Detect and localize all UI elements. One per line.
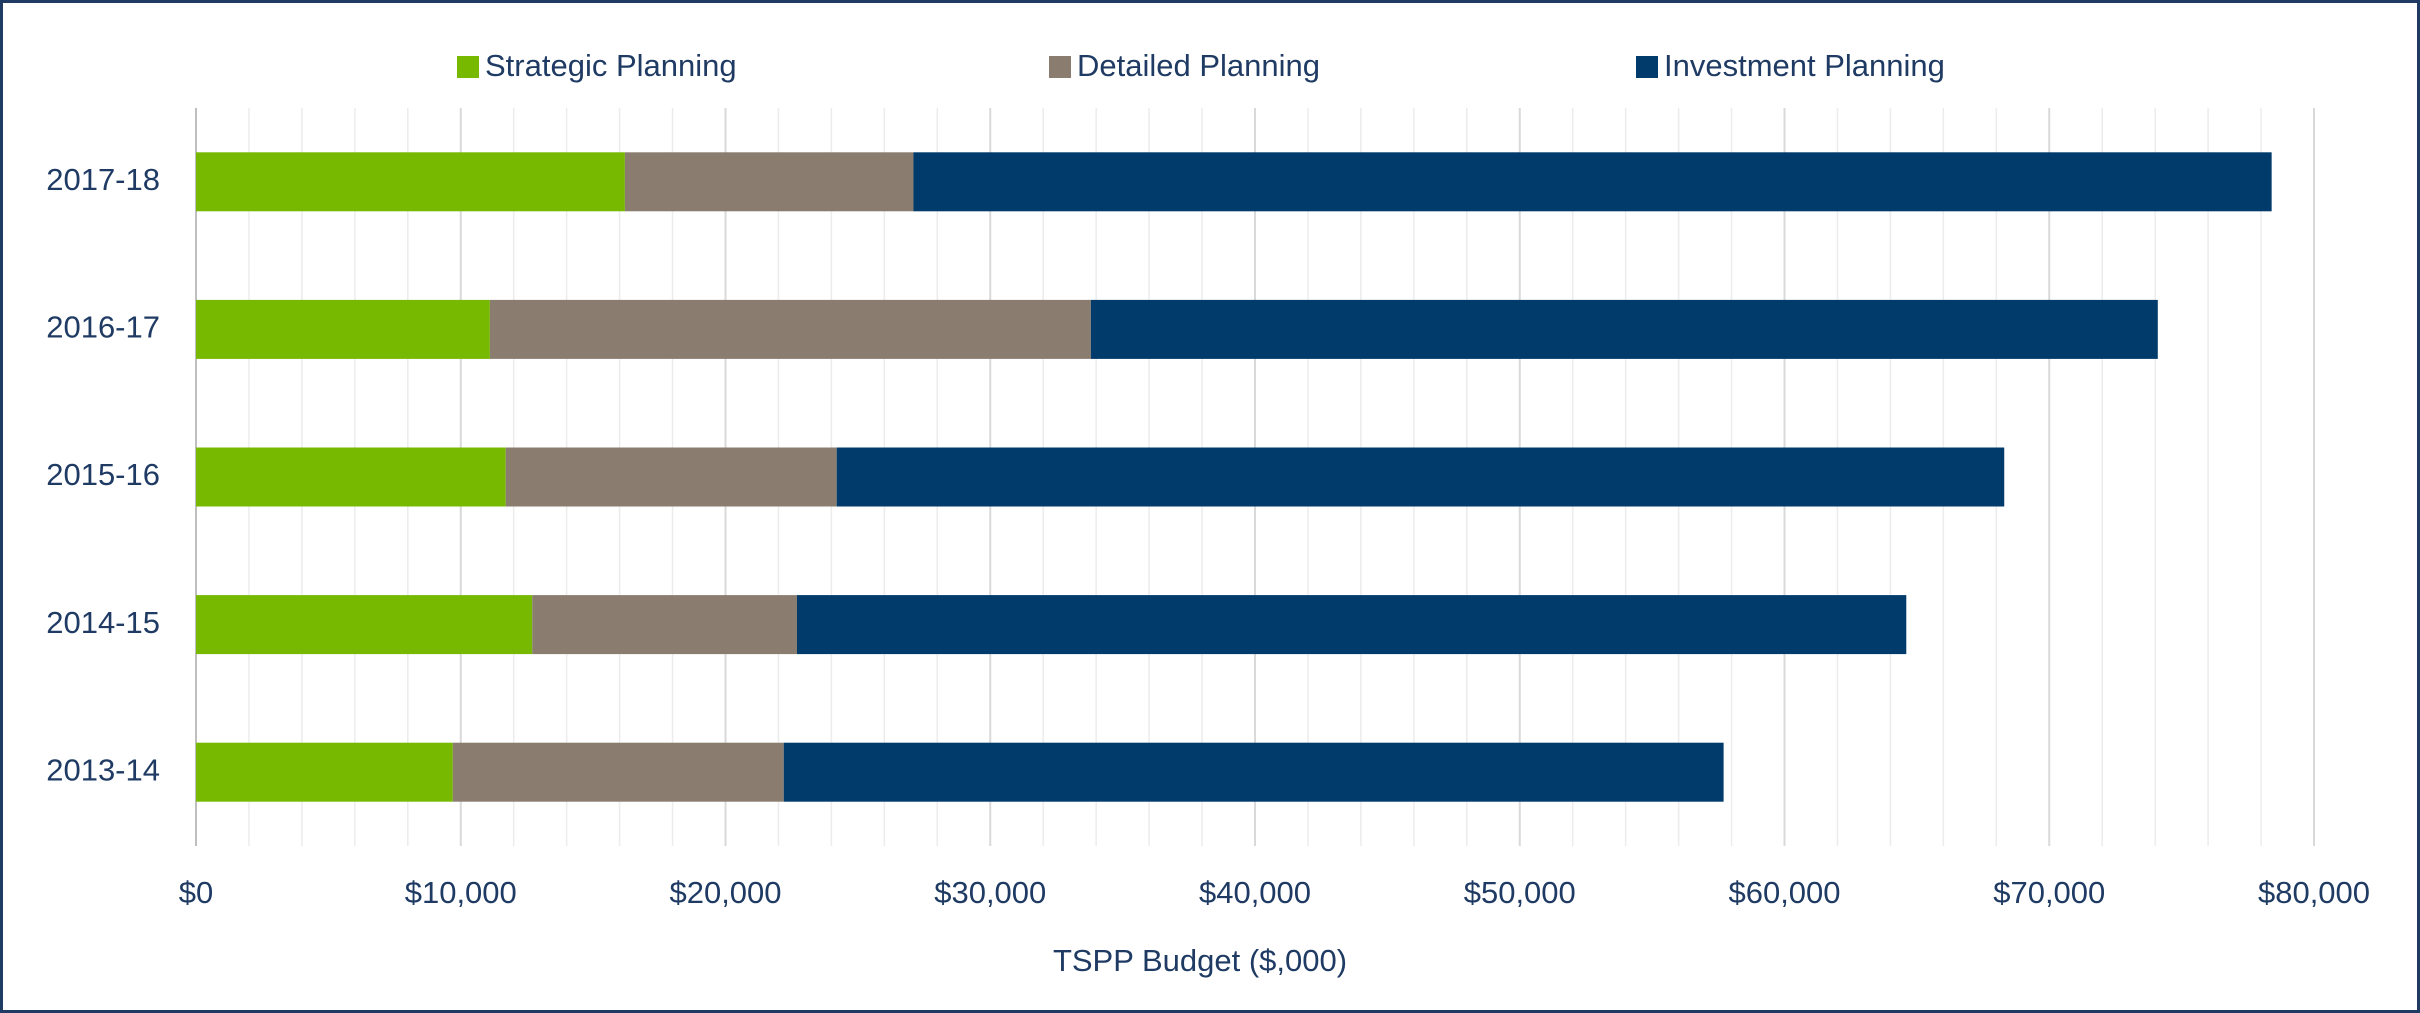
x-tick-label: $30,000 bbox=[934, 875, 1046, 910]
bar-segment bbox=[452, 742, 784, 802]
bar-segment bbox=[196, 742, 453, 802]
legend-swatch bbox=[457, 56, 479, 78]
bar-segment bbox=[783, 742, 1724, 802]
y-tick-label: 2015-16 bbox=[46, 457, 160, 492]
bar-segment bbox=[796, 595, 1907, 655]
y-tick-label: 2016-17 bbox=[46, 310, 160, 345]
bar-segment bbox=[196, 152, 625, 212]
x-tick-label: $50,000 bbox=[1464, 875, 1576, 910]
bar-segment bbox=[196, 595, 533, 655]
bar-segment bbox=[1090, 299, 2158, 359]
x-axis-title: TSPP Budget ($,000) bbox=[1053, 943, 1347, 978]
x-tick-label: $10,000 bbox=[405, 875, 517, 910]
x-tick-label: $0 bbox=[179, 875, 213, 910]
bar-segment bbox=[196, 299, 490, 359]
x-tick-label: $40,000 bbox=[1199, 875, 1311, 910]
bar-segment bbox=[196, 447, 506, 507]
legend-label: Detailed Planning bbox=[1077, 48, 1320, 83]
bar-segment bbox=[624, 152, 914, 212]
bar-segment bbox=[489, 299, 1091, 359]
y-tick-label: 2017-18 bbox=[46, 162, 160, 197]
legend-swatch bbox=[1049, 56, 1071, 78]
x-tick-label: $20,000 bbox=[669, 875, 781, 910]
bar-segment bbox=[836, 447, 2005, 507]
x-tick-label: $60,000 bbox=[1728, 875, 1840, 910]
legend-swatch bbox=[1636, 56, 1658, 78]
y-tick-label: 2014-15 bbox=[46, 605, 160, 640]
bar-segment bbox=[505, 447, 837, 507]
y-tick-label: 2013-14 bbox=[46, 752, 160, 787]
bar-segment bbox=[913, 152, 2272, 212]
legend-label: Strategic Planning bbox=[485, 48, 737, 83]
x-tick-label: $80,000 bbox=[2258, 875, 2370, 910]
legend-label: Investment Planning bbox=[1664, 48, 1945, 83]
x-tick-label: $70,000 bbox=[1993, 875, 2105, 910]
bar-segment bbox=[532, 595, 797, 655]
